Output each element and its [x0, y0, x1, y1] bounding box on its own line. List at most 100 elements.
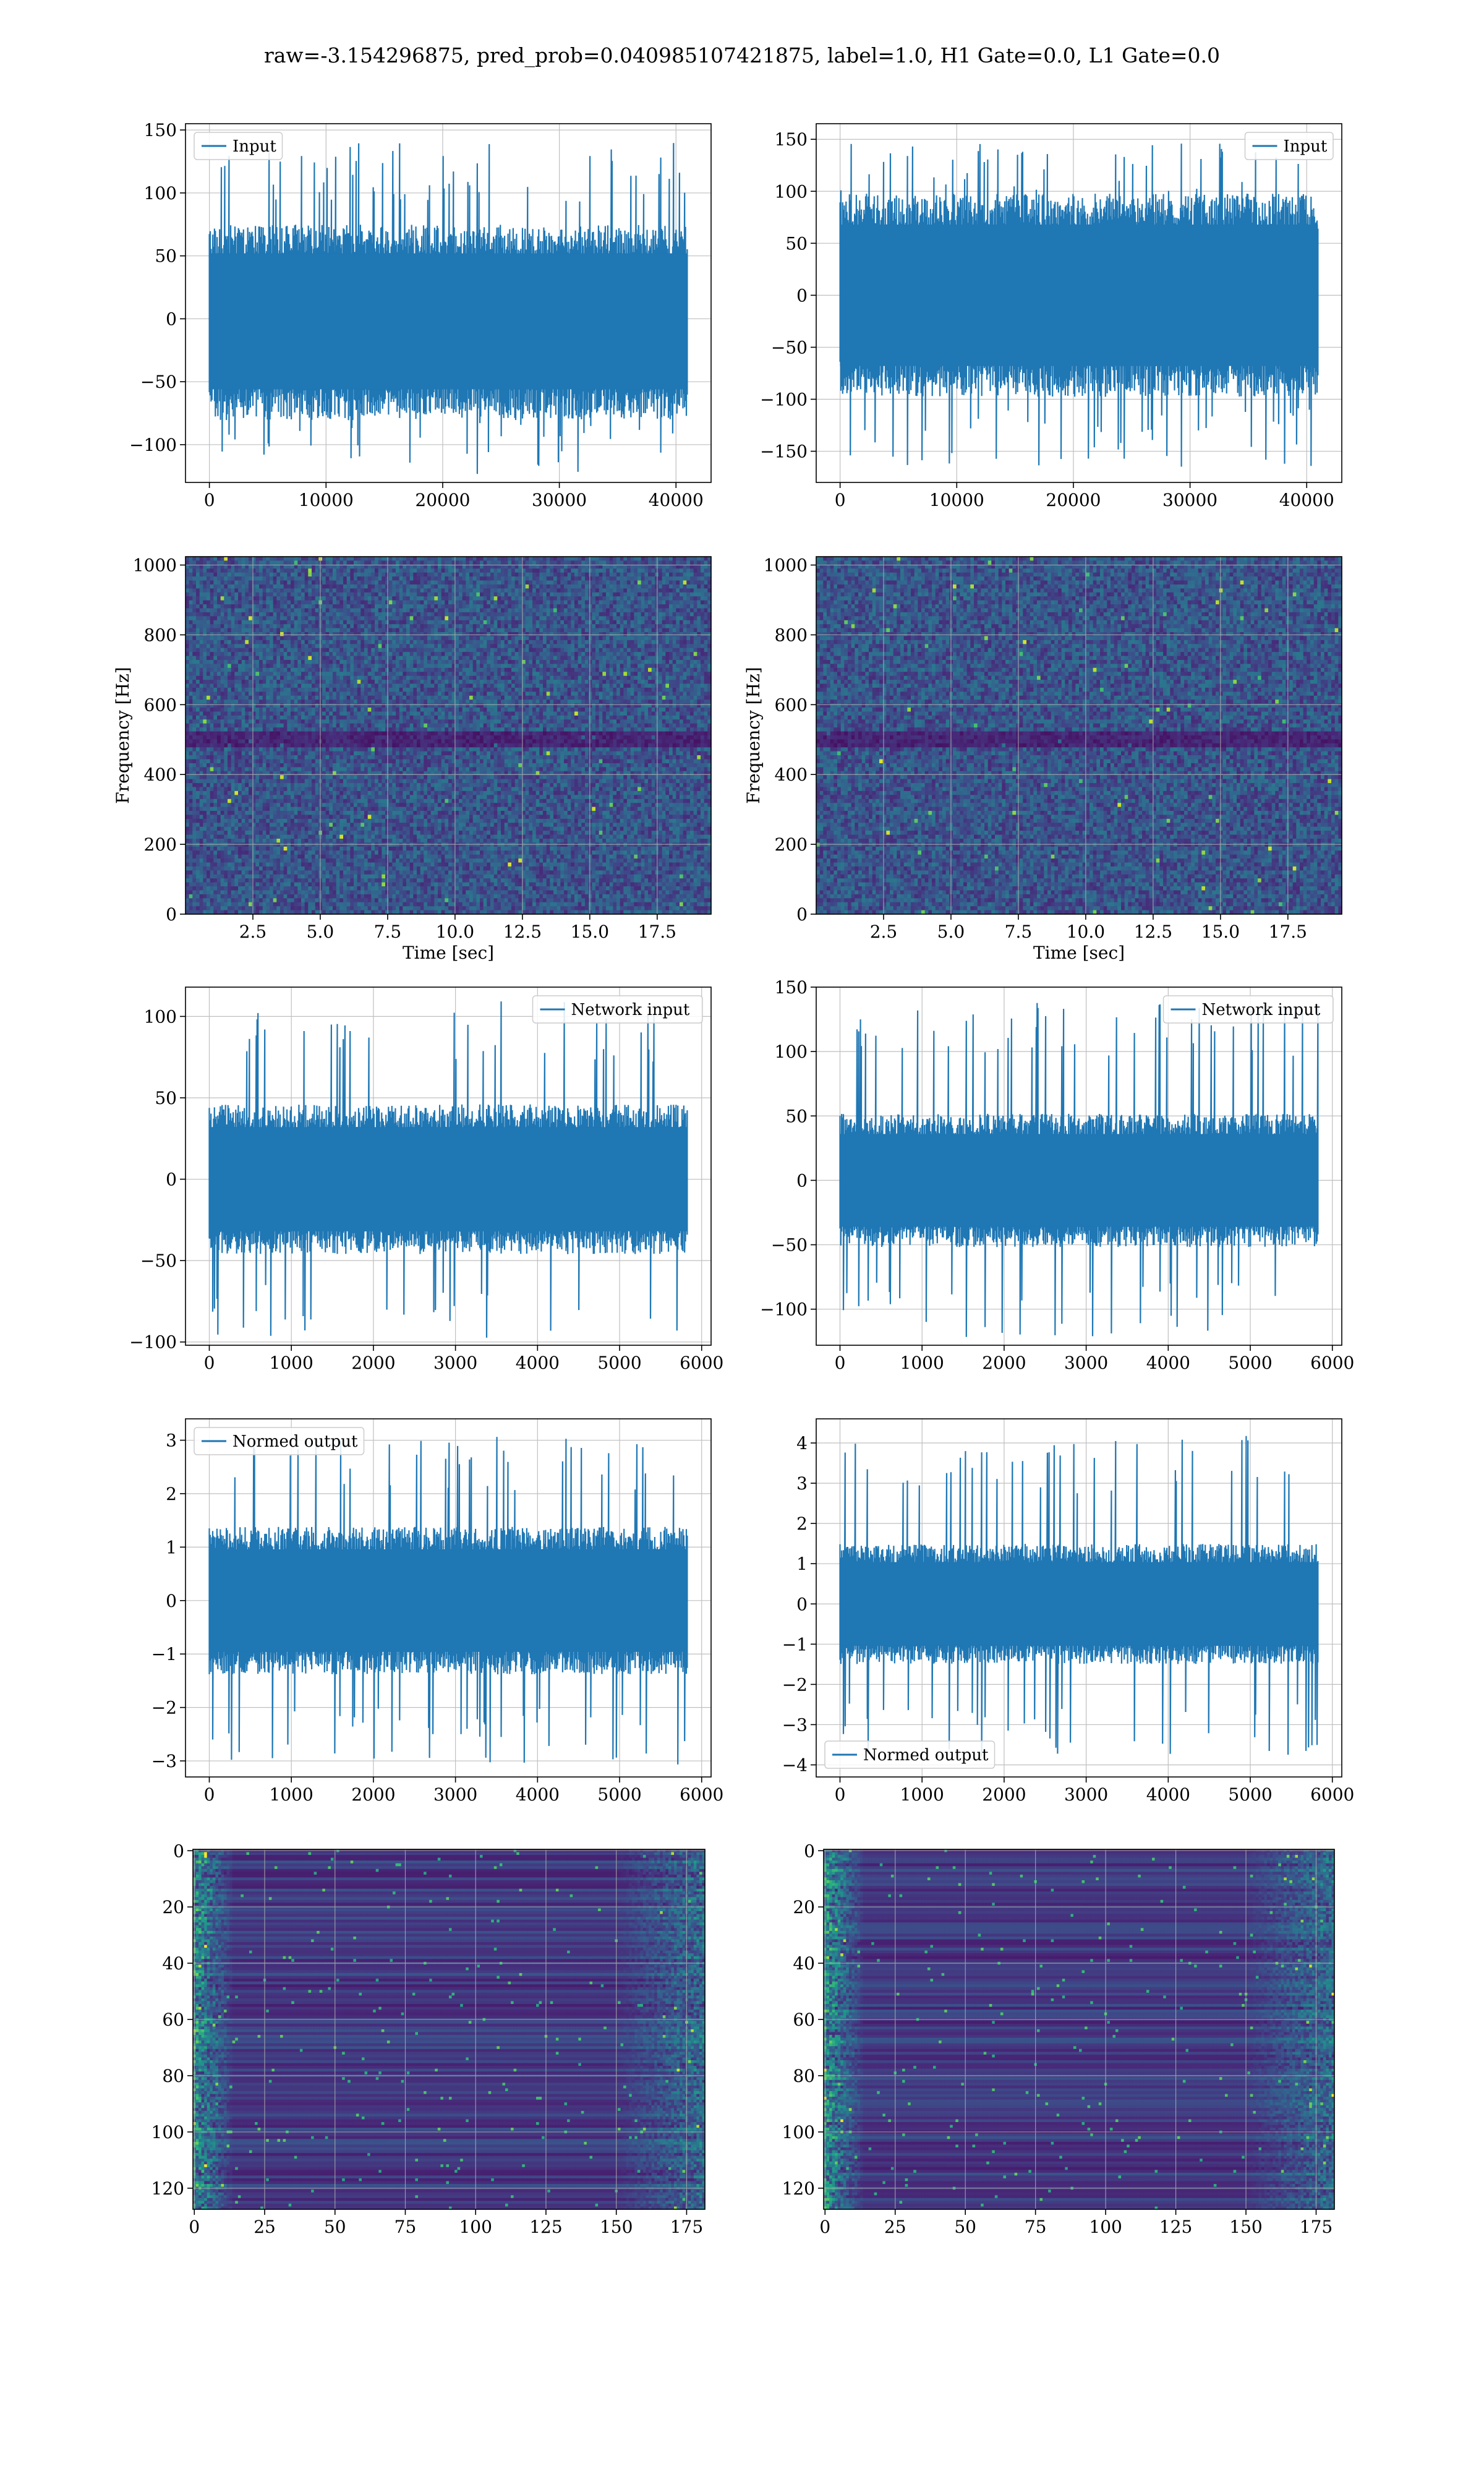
h1-network-input-legend: Network input	[533, 996, 703, 1023]
l1-network-input-legend-label: Network input	[1202, 1001, 1321, 1019]
h1-feature-map-y-tick-label: 60	[162, 2010, 184, 2030]
l1-spectrogram-x-tick-label: 15.0	[1201, 922, 1240, 942]
l1-feature-map-y-tick-label: 40	[793, 1953, 815, 1974]
l1-feature-map-x-tick-label: 125	[1159, 2217, 1192, 2237]
l1-feature-map-x-tick-label: 50	[954, 2217, 976, 2237]
l1-network-input-y-tick-label: −100	[760, 1299, 808, 1320]
l1-normed-output-x-tick-label: 4000	[1146, 1784, 1190, 1805]
h1-network-input-x-ticks: 0 1000 2000 3000 4000 5000 6000	[204, 1345, 724, 1373]
l1-feature-map-y-tick-label: 120	[782, 2178, 815, 2199]
l1-feature-map-x-tick-label: 150	[1229, 2217, 1262, 2237]
h1-spectrogram-image	[186, 557, 712, 915]
h1-spectrogram: 2.5 5.0 7.5 10.0 12.5 15.0 17.5020040060080010…	[113, 555, 712, 963]
h1-normed-output-y-tick-label: −2	[151, 1698, 177, 1718]
l1-input-legend: Input	[1245, 132, 1334, 160]
h1-normed-output-x-tick-label: 2000	[351, 1784, 395, 1805]
h1-network-input-x-tick-label: 6000	[680, 1353, 723, 1373]
h1-input-legend-label: Input	[232, 137, 276, 156]
h1-input-series-band	[210, 254, 688, 390]
l1-spectrogram-x-tick-label: 10.0	[1067, 922, 1105, 942]
h1-feature-map-x-tick-label: 75	[394, 2217, 417, 2237]
h1-normed-output-y-tick-label: −1	[151, 1644, 177, 1664]
h1-normed-output-y-tick-label: 2	[166, 1484, 177, 1504]
l1-spectrogram-y-tick-label: 400	[775, 764, 808, 785]
h1-normed-output-legend-label: Normed output	[232, 1432, 358, 1451]
h1-network-input-x-tick-label: 0	[204, 1353, 215, 1373]
l1-network-input-x-tick-label: 3000	[1064, 1353, 1108, 1373]
h1-input-y-tick-label: 0	[166, 309, 177, 329]
h1-spectrogram-y-tick-label: 200	[144, 834, 177, 855]
h1-feature-map-x-tick-label: 125	[529, 2217, 562, 2237]
h1-spectrogram-x-ticks: 2.5 5.0 7.5 10.0 12.5 15.0 17.5	[239, 914, 676, 942]
l1-spectrogram-y-tick-label: 1000	[764, 555, 808, 576]
l1-network-input-y-tick-label: −50	[771, 1235, 808, 1256]
h1-spectrogram-y-tick-label: 600	[144, 695, 177, 715]
h1-normed-output-x-tick-label: 0	[204, 1784, 215, 1805]
h1-feature-map-x-tick-label: 25	[254, 2217, 276, 2237]
l1-normed-output-y-tick-label: −1	[782, 1634, 808, 1654]
l1-normed-output-legend-label: Normed output	[863, 1746, 989, 1765]
h1-feature-map-x-tick-label: 50	[324, 2217, 346, 2237]
h1-feature-map-x-tick-label: 175	[670, 2217, 703, 2237]
h1-spectrogram-y-tick-label: 1000	[133, 555, 177, 576]
h1-normed-output-x-tick-label: 6000	[680, 1784, 723, 1805]
h1-feature-map-x-tick-label: 100	[459, 2217, 492, 2237]
h1-feature-map-y-tick-label: 80	[162, 2066, 184, 2086]
h1-spectrogram-y-tick-label: 0	[166, 904, 177, 925]
l1-spectrogram-y-tick-label: 0	[796, 904, 808, 925]
l1-input-x-tick-label: 40000	[1279, 490, 1334, 510]
h1-normed-output-x-tick-label: 1000	[270, 1784, 313, 1805]
l1-spectrogram-x-tick-label: 17.5	[1269, 922, 1307, 942]
h1-input-y-tick-label: 150	[144, 120, 177, 140]
l1-network-input-x-ticks: 0 1000 2000 3000 4000 5000 6000	[835, 1345, 1355, 1373]
l1-network-input-series-band	[840, 1134, 1318, 1226]
l1-input-x-tick-label: 10000	[929, 490, 984, 510]
l1-network-input-x-tick-label: 2000	[982, 1353, 1026, 1373]
h1-normed-output-y-tick-label: 1	[166, 1537, 177, 1557]
h1-input-x-tick-label: 10000	[299, 490, 354, 510]
l1-spectrogram-x-ticks: 2.5 5.0 7.5 10.0 12.5 15.0 17.5	[870, 914, 1307, 942]
h1-feature-map-y-tick-label: 0	[173, 1841, 184, 1861]
l1-spectrogram: 2.5 5.0 7.5 10.0 12.5 15.0 17.5020040060080010…	[743, 555, 1342, 963]
h1-normed-output-y-tick-label: 3	[166, 1431, 177, 1451]
h1-network-input-y-tick-label: 0	[166, 1170, 177, 1190]
h1-feature-map-x-tick-label: 150	[600, 2217, 633, 2237]
h1-spectrogram-x-tick-label: 5.0	[307, 922, 335, 942]
l1-network-input-x-tick-label: 6000	[1310, 1353, 1354, 1373]
l1-network-input-y-tick-label: 100	[775, 1042, 808, 1062]
l1-input-y-tick-label: 50	[785, 233, 808, 254]
h1-network-input-y-tick-label: 50	[155, 1088, 177, 1108]
l1-normed-output-y-tick-label: 1	[796, 1554, 808, 1574]
l1-feature-map-x-tick-label: 100	[1089, 2217, 1122, 2237]
h1-input-x-tick-label: 0	[204, 490, 215, 510]
l1-network-input-legend: Network input	[1164, 996, 1334, 1023]
l1-input-legend-label: Input	[1284, 137, 1328, 156]
l1-normed-output-legend: Normed output	[825, 1741, 995, 1768]
l1-normed-output-y-tick-label: 3	[796, 1473, 808, 1494]
l1-input-x-tick-label: 20000	[1046, 490, 1101, 510]
h1-spectrogram-x-tick-label: 12.5	[503, 922, 542, 942]
l1-input-series-band	[840, 225, 1318, 366]
h1-feature-map-image	[193, 1849, 706, 2210]
l1-spectrogram-x-tick-label: 7.5	[1005, 922, 1033, 942]
h1-spectrogram-x-tick-label: 15.0	[571, 922, 609, 942]
h1-input-x-ticks: 0 10000 20000 30000 40000	[204, 482, 704, 510]
h1-normed-output-x-tick-label: 3000	[433, 1784, 477, 1805]
l1-normed-output-x-tick-label: 5000	[1228, 1784, 1272, 1805]
h1-network-input-y-tick-label: 100	[144, 1006, 177, 1027]
figure-canvas: Input0 10000 20000 30000 40000−100−500501001…	[0, 0, 1484, 2474]
l1-normed-output-x-ticks: 0 1000 2000 3000 4000 5000 6000	[835, 1777, 1355, 1805]
h1-spectrogram-x-axis-label: Time [sec]	[403, 943, 494, 963]
h1-normed-output-y-tick-label: −3	[151, 1751, 177, 1771]
h1-input-y-tick-label: −100	[129, 435, 177, 455]
h1-normed-output-x-ticks: 0 1000 2000 3000 4000 5000 6000	[204, 1777, 724, 1805]
